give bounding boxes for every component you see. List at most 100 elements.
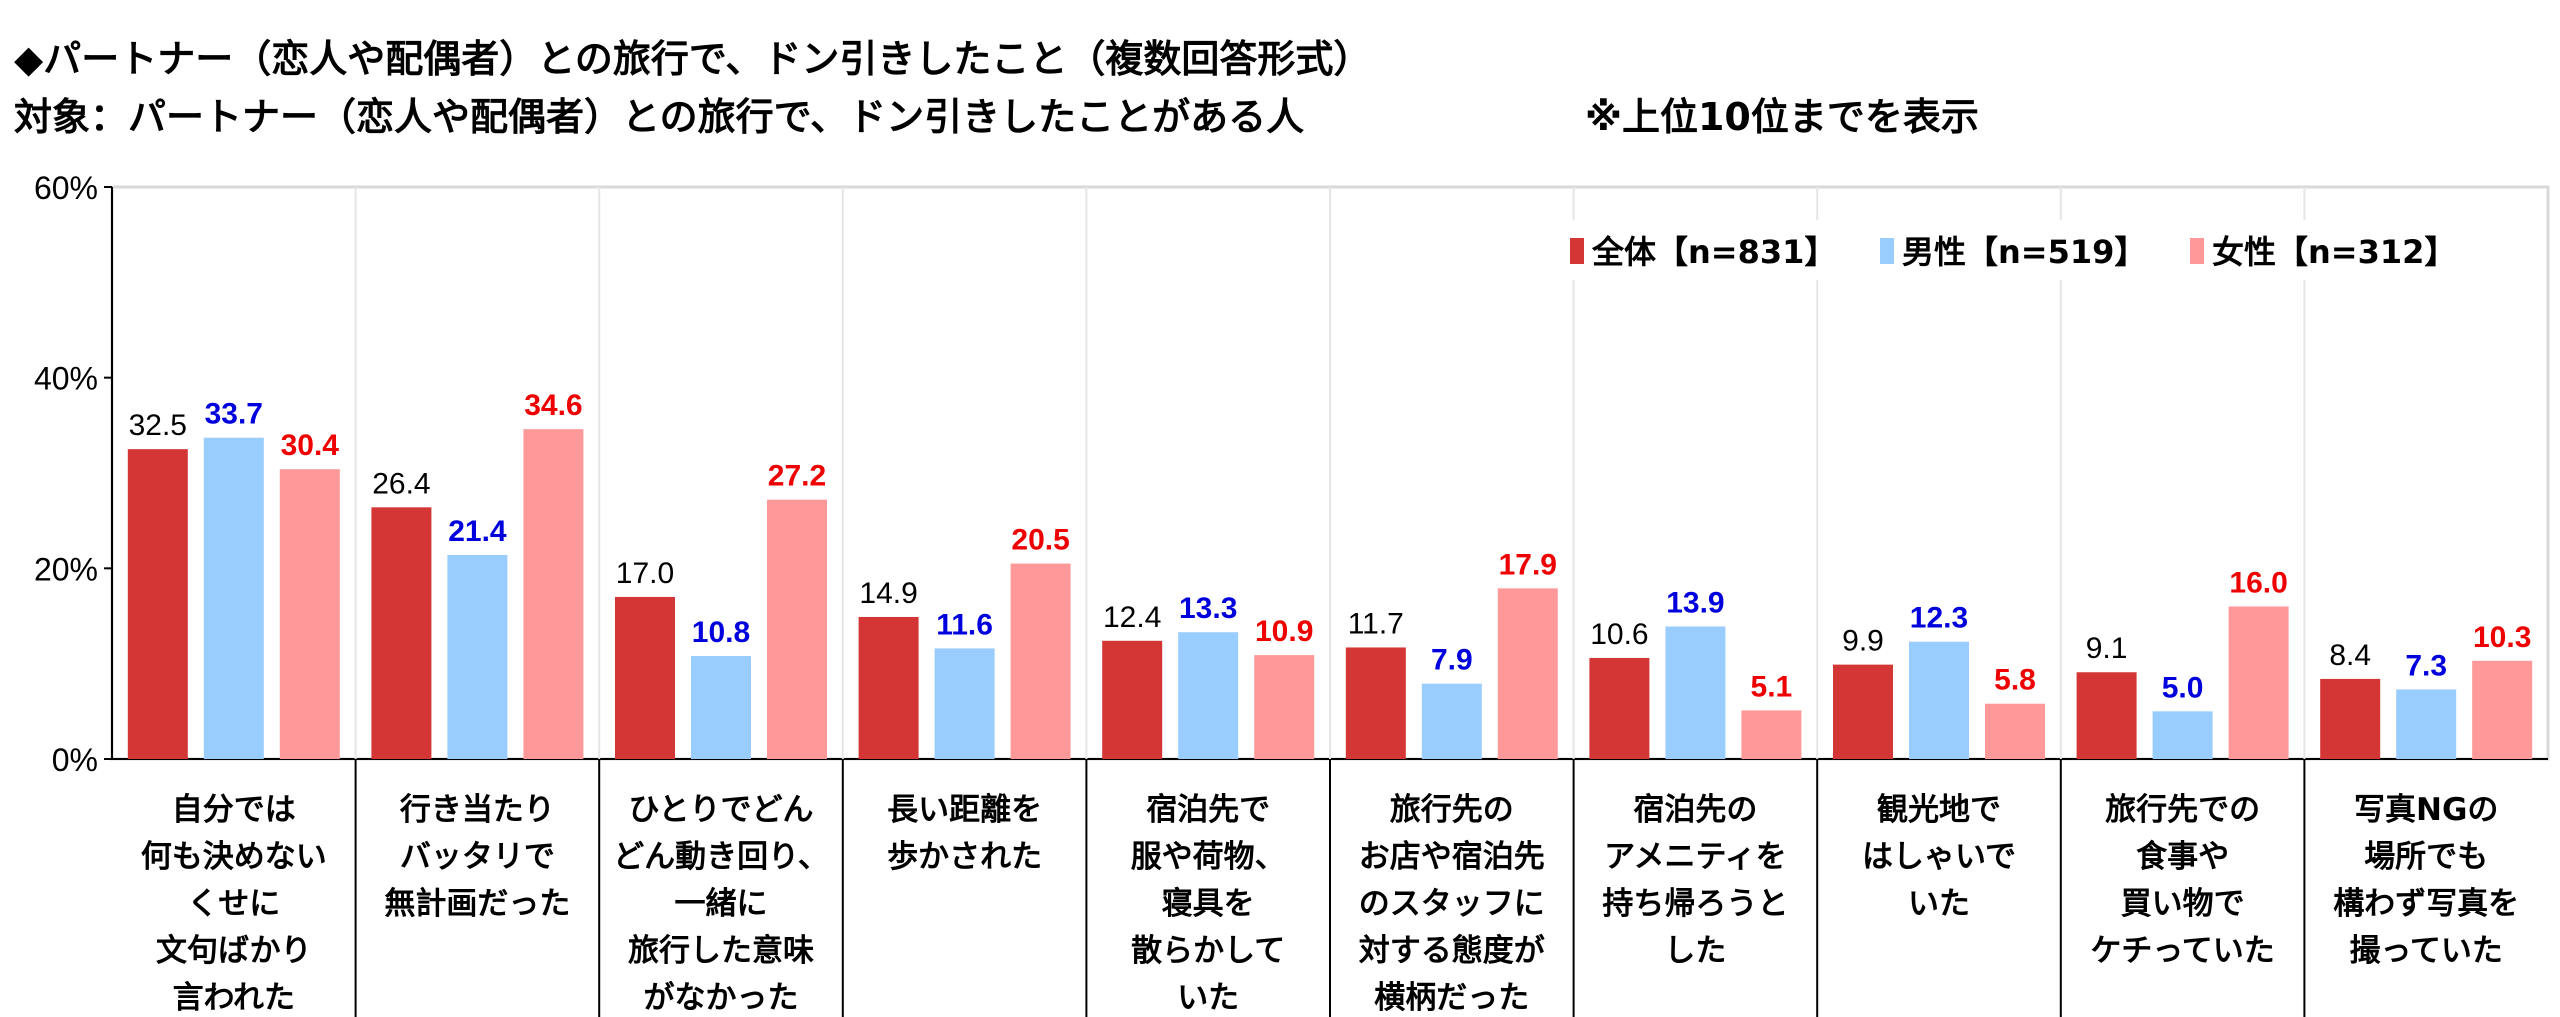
legend-swatch bbox=[1570, 238, 1584, 264]
bar bbox=[1102, 640, 1163, 759]
category-label: どん動き回り、 bbox=[613, 839, 829, 875]
bar bbox=[523, 429, 584, 759]
data-label: 7.9 bbox=[1431, 644, 1473, 677]
category-label: お店や宿泊先 bbox=[1359, 839, 1545, 875]
category-label: 自分では bbox=[172, 792, 296, 828]
data-label: 11.6 bbox=[936, 608, 993, 641]
data-label: 5.0 bbox=[2162, 671, 2204, 704]
category-label: 歩かされた bbox=[887, 839, 1042, 875]
data-label: 20.5 bbox=[1011, 524, 1069, 557]
category-label: いた bbox=[1908, 886, 1970, 922]
category-label: 旅行先での bbox=[2105, 792, 2260, 828]
data-label: 10.8 bbox=[692, 616, 750, 649]
data-label: 10.9 bbox=[1255, 615, 1313, 648]
bar bbox=[615, 596, 675, 759]
category-label: ひとりでどん bbox=[628, 792, 813, 828]
bar bbox=[2320, 678, 2381, 759]
bar bbox=[1178, 632, 1239, 759]
data-label: 16.0 bbox=[2229, 566, 2287, 599]
category-label: 文句ばかり bbox=[156, 933, 312, 969]
bar bbox=[1741, 710, 1802, 759]
category-label: 散らかして bbox=[1131, 933, 1285, 969]
data-label: 9.1 bbox=[2086, 632, 2128, 665]
category-label: 何も決めない bbox=[141, 839, 327, 875]
bar bbox=[1985, 703, 2045, 759]
legend-swatch bbox=[1880, 238, 1894, 264]
category-label: 対する態度が bbox=[1359, 933, 1545, 969]
bar bbox=[2076, 672, 2137, 759]
bar bbox=[2152, 711, 2213, 759]
bar bbox=[858, 616, 919, 759]
data-label: 30.4 bbox=[281, 429, 340, 462]
data-label: 9.9 bbox=[1842, 625, 1884, 658]
category-label: 長い距離を bbox=[887, 792, 1042, 828]
category-label: 構わず写真を bbox=[2333, 886, 2519, 922]
bar bbox=[691, 656, 751, 759]
bar bbox=[2472, 660, 2533, 759]
data-label: 5.1 bbox=[1751, 670, 1793, 703]
category-label: のスタッフに bbox=[1359, 886, 1545, 922]
category-label: はしゃいで bbox=[1862, 839, 2016, 875]
legend-label: 男性【n=519】 bbox=[1902, 233, 2146, 271]
category-label: いた bbox=[1177, 980, 1239, 1016]
bar bbox=[1497, 588, 1558, 759]
category-label: 写真NGの bbox=[2354, 792, 2498, 828]
bar bbox=[203, 437, 264, 759]
bar bbox=[447, 554, 508, 759]
category-label: 一緒に bbox=[675, 886, 768, 922]
bar bbox=[371, 507, 432, 759]
data-label: 33.7 bbox=[205, 398, 263, 431]
category-label: 宿泊先で bbox=[1146, 792, 1270, 828]
category-label: 撮っていた bbox=[2349, 933, 2502, 969]
category-label: 宿泊先の bbox=[1633, 792, 1757, 828]
data-label: 8.4 bbox=[2329, 639, 2371, 672]
category-label: 言われた bbox=[173, 980, 295, 1016]
bar bbox=[1345, 647, 1406, 759]
data-label: 21.4 bbox=[448, 515, 507, 548]
data-label: 7.3 bbox=[2405, 649, 2447, 682]
category-label: くせに bbox=[187, 886, 280, 922]
category-label: がなかった bbox=[644, 980, 799, 1016]
legend-label: 全体【n=831】 bbox=[1591, 233, 1836, 271]
data-label: 34.6 bbox=[524, 389, 582, 422]
data-label: 12.4 bbox=[1103, 601, 1161, 634]
legend-swatch bbox=[2190, 238, 2204, 264]
data-label: 17.0 bbox=[616, 557, 674, 590]
category-label: 無計画だった bbox=[384, 886, 570, 922]
bar bbox=[1589, 657, 1650, 759]
data-label: 11.7 bbox=[1348, 607, 1404, 640]
category-label: 観光地で bbox=[1877, 792, 2001, 828]
data-label: 13.9 bbox=[1666, 586, 1724, 619]
category-label: 横柄だった bbox=[1374, 980, 1529, 1016]
category-label: 旅行先の bbox=[1390, 792, 1514, 828]
bar bbox=[1909, 641, 1969, 759]
category-label: ケチっていた bbox=[2090, 933, 2274, 969]
data-label: 10.6 bbox=[1590, 618, 1648, 651]
category-label: アメニティを bbox=[1604, 839, 1787, 875]
data-label: 12.3 bbox=[1910, 602, 1968, 635]
category-label: した bbox=[1664, 933, 1726, 969]
legend-label: 女性【n=312】 bbox=[2212, 233, 2456, 271]
legend-box bbox=[1555, 220, 2505, 280]
category-label: バッタリで bbox=[400, 839, 555, 875]
data-label: 5.8 bbox=[1994, 664, 2036, 697]
y-tick-label: 20% bbox=[34, 551, 98, 587]
category-label: 寝具を bbox=[1162, 886, 1255, 922]
category-label: 持ち帰ろうと bbox=[1602, 886, 1788, 922]
data-label: 26.4 bbox=[372, 467, 430, 500]
data-label: 32.5 bbox=[129, 409, 187, 442]
bar bbox=[2396, 689, 2457, 759]
bar bbox=[1010, 563, 1071, 759]
bar bbox=[1254, 655, 1315, 759]
y-tick-label: 60% bbox=[34, 170, 98, 206]
data-label: 14.9 bbox=[859, 577, 917, 610]
bar bbox=[127, 449, 188, 759]
category-label: 旅行した意味 bbox=[628, 933, 814, 969]
category-label: 服や荷物、 bbox=[1131, 839, 1286, 875]
category-label: 行き当たり bbox=[399, 792, 555, 828]
bar bbox=[279, 469, 340, 759]
chart-title: ◆パートナー（恋人や配偶者）との旅行で、ドン引きしたこと（複数回答形式） bbox=[14, 37, 1372, 81]
y-tick-label: 40% bbox=[34, 361, 98, 397]
bar bbox=[1421, 683, 1482, 759]
data-label: 27.2 bbox=[768, 460, 826, 493]
